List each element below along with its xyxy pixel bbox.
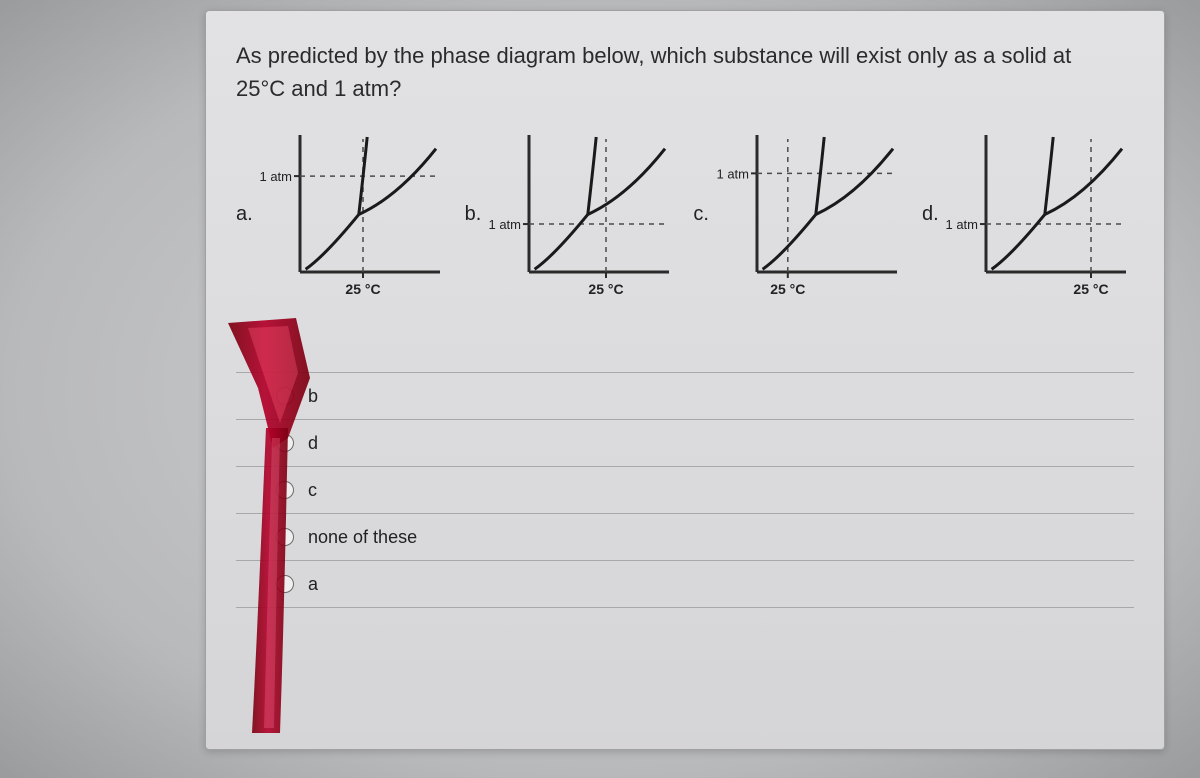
diagram-b: b. 25 °C 1 atm [465,127,677,302]
phase-diagram-b: 25 °C 1 atm [487,127,677,302]
phase-diagram-c: 25 °C 1 atm [715,127,905,302]
answer-text-b: b [308,386,318,407]
svg-text:25 °C: 25 °C [588,281,623,297]
question-card: As predicted by the phase diagram below,… [205,10,1165,750]
question-text: As predicted by the phase diagram below,… [236,39,1134,105]
phase-diagram-a: 25 °C 1 atm [258,127,448,302]
question-line-2: 25°C and 1 atm? [236,76,401,101]
answer-row-d[interactable]: d [236,419,1134,466]
answer-text-c: c [308,480,317,501]
diagram-label-c: c. [693,203,713,226]
radio-icon[interactable] [276,481,294,499]
answer-row-a[interactable]: a [236,560,1134,608]
svg-text:1 atm: 1 atm [488,217,521,232]
answer-text-a: a [308,574,318,595]
radio-icon[interactable] [276,575,294,593]
answer-row-b[interactable]: b [236,372,1134,419]
radio-icon[interactable] [276,387,294,405]
diagram-label-d: d. [922,203,942,226]
diagram-label-b: b. [465,203,485,226]
answer-row-c[interactable]: c [236,466,1134,513]
radio-icon[interactable] [276,434,294,452]
svg-text:25 °C: 25 °C [771,281,806,297]
svg-text:25 °C: 25 °C [345,281,380,297]
diagram-d: d. 25 °C 1 atm [922,127,1134,302]
answer-row-none[interactable]: none of these [236,513,1134,560]
radio-icon[interactable] [276,528,294,546]
diagram-row: a. 25 °C 1 atm b. 25 °C 1 atm c. 25 °C 1 at… [236,127,1134,302]
svg-text:25 °C: 25 °C [1073,281,1108,297]
svg-text:1 atm: 1 atm [717,166,750,181]
diagram-a: a. 25 °C 1 atm [236,127,448,302]
question-line-1: As predicted by the phase diagram below,… [236,43,1071,68]
diagram-label-a: a. [236,203,256,226]
answer-text-none: none of these [308,527,417,548]
svg-text:1 atm: 1 atm [945,217,978,232]
phase-diagram-d: 25 °C 1 atm [944,127,1134,302]
answer-text-d: d [308,433,318,454]
answer-list: b d c none of these a [236,372,1134,608]
diagram-c: c. 25 °C 1 atm [693,127,905,302]
svg-text:1 atm: 1 atm [259,169,292,184]
